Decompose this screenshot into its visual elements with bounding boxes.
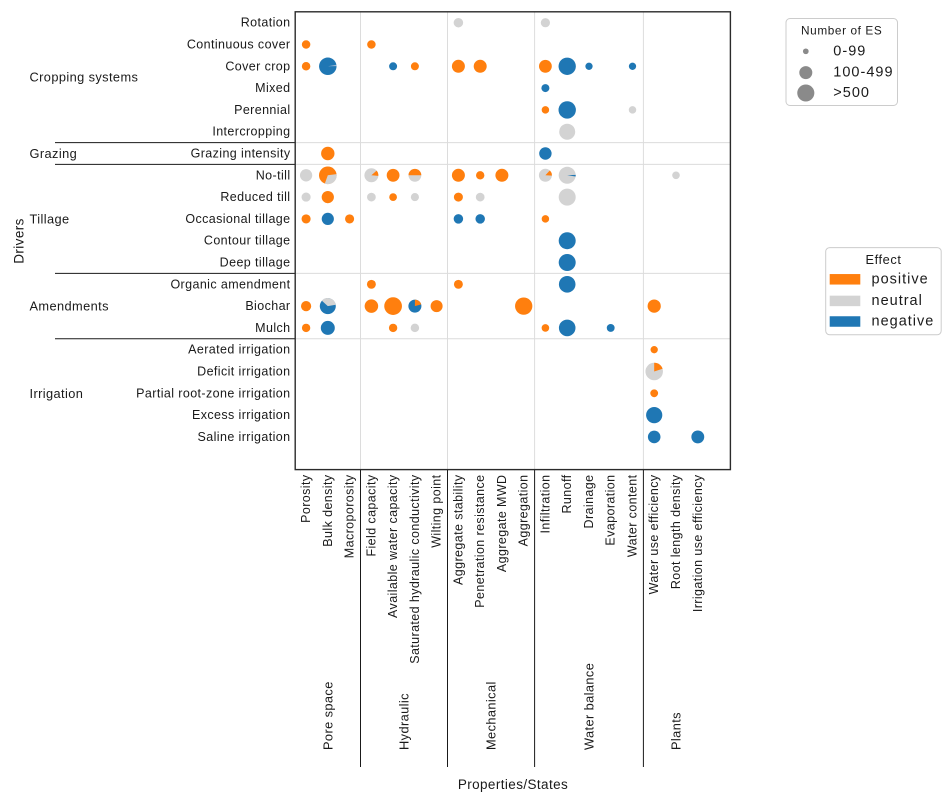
svg-text:Effect: Effect — [865, 252, 901, 267]
svg-text:Root length density: Root length density — [669, 474, 683, 589]
svg-text:neutral: neutral — [872, 293, 923, 309]
svg-text:Partial root-zone irrigation: Partial root-zone irrigation — [136, 386, 290, 400]
svg-text:positive: positive — [872, 271, 929, 287]
svg-text:Deficit irrigation: Deficit irrigation — [197, 365, 290, 379]
svg-text:Hydraulic: Hydraulic — [397, 693, 412, 750]
svg-text:Irrigation: Irrigation — [30, 386, 84, 401]
svg-text:0-99: 0-99 — [833, 43, 866, 59]
svg-text:Reduced till: Reduced till — [220, 190, 290, 204]
svg-text:Runoff: Runoff — [560, 474, 574, 513]
svg-text:Intercropping: Intercropping — [212, 125, 290, 139]
svg-text:Excess irrigation: Excess irrigation — [192, 408, 291, 422]
svg-text:Field capacity: Field capacity — [364, 474, 378, 556]
svg-text:Properties/States: Properties/States — [458, 777, 568, 792]
svg-text:Irrigation use efficiency: Irrigation use efficiency — [691, 474, 705, 612]
svg-text:Mechanical: Mechanical — [484, 681, 499, 750]
svg-text:Water balance: Water balance — [582, 663, 597, 750]
svg-text:Organic amendment: Organic amendment — [170, 277, 290, 291]
svg-text:Cover crop: Cover crop — [225, 59, 290, 73]
svg-text:Macroporosity: Macroporosity — [343, 474, 357, 558]
svg-text:Mulch: Mulch — [255, 321, 290, 335]
svg-text:Bulk density: Bulk density — [321, 474, 335, 547]
svg-text:100-499: 100-499 — [833, 65, 893, 81]
svg-text:Mixed: Mixed — [255, 81, 290, 95]
svg-text:Drainage: Drainage — [582, 475, 596, 529]
svg-text:Occasional tillage: Occasional tillage — [185, 212, 290, 226]
svg-text:Aggregate MWD: Aggregate MWD — [495, 475, 509, 573]
svg-text:Saturated hydraulic conductivi: Saturated hydraulic conductivity — [408, 474, 422, 664]
svg-text:Saline irrigation: Saline irrigation — [198, 430, 291, 444]
svg-text:Water content: Water content — [626, 474, 640, 557]
svg-text:Perennial: Perennial — [234, 103, 290, 117]
svg-text:>500: >500 — [833, 85, 870, 101]
svg-text:Cropping systems: Cropping systems — [30, 70, 139, 85]
svg-text:Grazing: Grazing — [30, 146, 78, 161]
svg-text:Aggregate stability: Aggregate stability — [451, 474, 465, 585]
svg-text:negative: negative — [872, 314, 935, 330]
svg-text:Deep tillage: Deep tillage — [220, 256, 291, 270]
svg-text:No-till: No-till — [256, 168, 291, 182]
svg-text:Infiltration: Infiltration — [538, 475, 552, 534]
svg-text:Continuous cover: Continuous cover — [187, 38, 291, 52]
svg-text:Drivers: Drivers — [12, 218, 27, 264]
svg-text:Tillage: Tillage — [30, 211, 70, 226]
svg-text:Water use efficiency: Water use efficiency — [647, 474, 661, 594]
svg-text:Plants: Plants — [669, 712, 684, 750]
svg-text:Evaporation: Evaporation — [604, 475, 618, 546]
svg-text:Pore space: Pore space — [320, 681, 335, 750]
svg-text:Aggregation: Aggregation — [517, 475, 531, 547]
svg-text:Contour tillage: Contour tillage — [204, 234, 291, 248]
svg-text:Biochar: Biochar — [245, 299, 290, 313]
svg-text:Wilting point: Wilting point — [430, 474, 444, 547]
svg-text:Penetration resistance: Penetration resistance — [473, 475, 487, 608]
svg-text:Available water capacity: Available water capacity — [386, 474, 400, 618]
svg-text:Porosity: Porosity — [299, 474, 313, 523]
svg-text:Grazing intensity: Grazing intensity — [191, 147, 291, 161]
svg-text:Amendments: Amendments — [30, 299, 109, 314]
svg-text:Number of ES: Number of ES — [801, 24, 882, 38]
svg-text:Rotation: Rotation — [241, 16, 291, 30]
svg-text:Aerated irrigation: Aerated irrigation — [188, 343, 290, 357]
